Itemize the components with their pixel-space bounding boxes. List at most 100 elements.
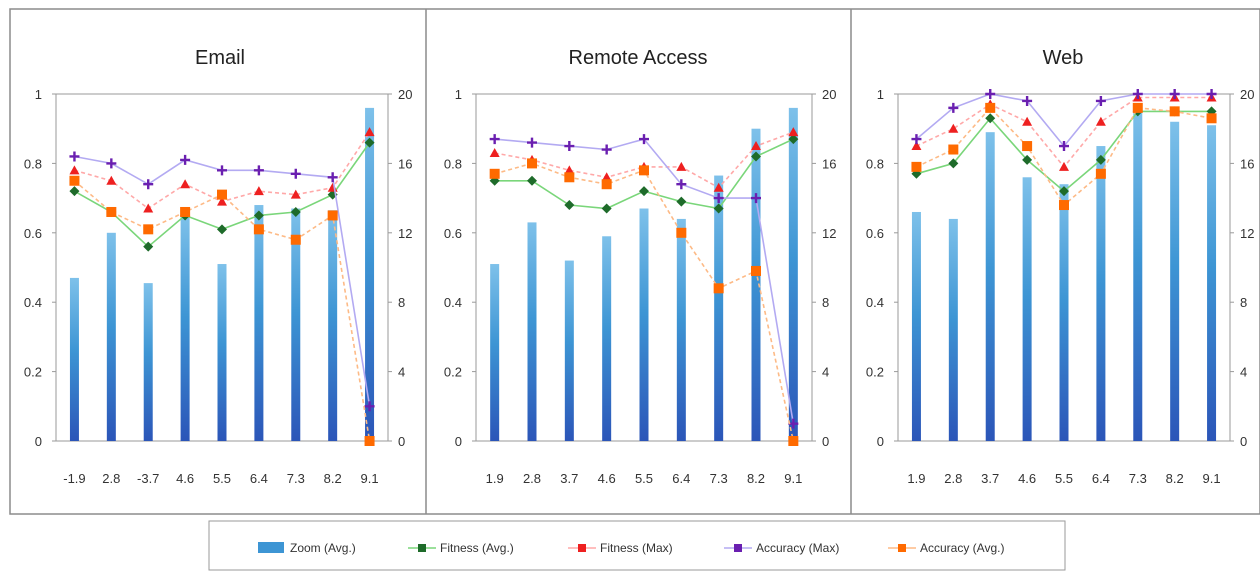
- data-point: [1022, 154, 1033, 165]
- data-point: [1059, 161, 1069, 171]
- data-point: [713, 283, 724, 294]
- y-tick-label: 0.8: [24, 156, 42, 171]
- x-tick-label: 2.8: [944, 471, 962, 486]
- data-point: [253, 165, 264, 176]
- data-point: [788, 127, 799, 137]
- data-point: [106, 206, 117, 217]
- y2-tick-label: 0: [1240, 434, 1247, 449]
- data-point: [290, 168, 301, 179]
- legend-marker: [418, 544, 426, 552]
- data-point: [1132, 102, 1143, 113]
- legend-label: Fitness (Avg.): [440, 541, 514, 555]
- bar: [564, 260, 574, 441]
- y2-tick-label: 16: [822, 156, 836, 171]
- data-point: [713, 203, 724, 214]
- legend-box: [208, 520, 1066, 571]
- chart-title: Remote Access: [569, 47, 708, 69]
- bar: [106, 232, 116, 441]
- data-point: [290, 189, 301, 199]
- legend-marker: [898, 544, 906, 552]
- x-tick-label: 8.2: [324, 471, 342, 486]
- x-tick-label: 6.4: [672, 471, 690, 486]
- x-tick-label: 7.3: [710, 471, 728, 486]
- x-tick-label: 3.7: [560, 471, 578, 486]
- bar: [1096, 146, 1106, 442]
- data-point: [69, 151, 80, 162]
- data-point: [217, 224, 227, 235]
- data-point: [69, 175, 80, 186]
- legend-label: Zoom (Avg.): [290, 541, 356, 555]
- data-point: [911, 134, 922, 145]
- y2-tick-label: 0: [822, 434, 829, 449]
- y-tick-label: 1: [455, 87, 462, 102]
- bar: [254, 205, 264, 441]
- x-tick-label: 9.1: [361, 471, 379, 486]
- data-point: [676, 179, 687, 190]
- y2-tick-label: 0: [398, 434, 405, 449]
- data-point: [985, 89, 996, 99]
- data-point: [713, 193, 724, 204]
- data-point: [527, 175, 537, 186]
- data-point: [180, 206, 191, 217]
- data-point: [1022, 116, 1033, 126]
- bar: [328, 210, 338, 441]
- data-point: [564, 141, 575, 152]
- data-point: [948, 123, 959, 133]
- data-point: [527, 158, 537, 169]
- x-tick-label: 5.5: [213, 471, 231, 486]
- chart-title: Email: [195, 47, 245, 69]
- bar: [1170, 121, 1180, 441]
- legend-label: Accuracy (Max): [756, 541, 839, 555]
- y-tick-label: 0.2: [866, 365, 884, 380]
- data-point: [601, 203, 612, 214]
- data-point: [676, 161, 687, 171]
- x-tick-label: 5.5: [635, 471, 653, 486]
- data-point: [364, 401, 375, 412]
- data-point: [676, 227, 687, 238]
- data-point: [527, 137, 537, 148]
- data-point: [639, 186, 649, 197]
- x-tick-label: 8.2: [747, 471, 765, 486]
- y-tick-label: 1: [877, 87, 884, 102]
- bar: [291, 208, 301, 441]
- data-point: [1095, 168, 1106, 179]
- bar: [985, 132, 995, 442]
- bar: [602, 236, 612, 441]
- data-point: [985, 113, 996, 124]
- data-point: [911, 141, 922, 151]
- bar: [1059, 184, 1069, 441]
- y-tick-label: 0.4: [444, 295, 462, 310]
- data-point: [1132, 89, 1143, 99]
- data-point: [564, 172, 575, 183]
- data-point: [106, 175, 117, 185]
- y-tick-label: 0.6: [444, 226, 462, 241]
- bar: [948, 218, 958, 441]
- data-point: [489, 168, 500, 179]
- y-tick-label: 0.4: [866, 295, 884, 310]
- legend-label: Fitness (Max): [600, 541, 673, 555]
- data-point: [788, 134, 799, 145]
- data-point: [106, 158, 117, 169]
- data-point: [1095, 116, 1106, 126]
- y2-tick-label: 4: [398, 365, 405, 380]
- data-point: [639, 134, 649, 145]
- x-tick-label: 3.7: [981, 471, 999, 486]
- data-point: [143, 179, 154, 190]
- data-point: [489, 134, 500, 145]
- bar: [676, 218, 686, 441]
- data-point: [253, 186, 264, 196]
- x-tick-label: 9.1: [1203, 471, 1221, 486]
- data-point: [253, 224, 264, 235]
- y2-tick-label: 4: [822, 365, 829, 380]
- bar: [911, 211, 921, 441]
- data-point: [564, 200, 575, 211]
- data-point: [253, 210, 264, 221]
- data-point: [1022, 95, 1033, 106]
- data-point: [639, 165, 649, 176]
- y-tick-label: 0.8: [444, 156, 462, 171]
- x-tick-label: 4.6: [598, 471, 616, 486]
- series-line: [494, 131, 794, 189]
- bar: [69, 277, 79, 441]
